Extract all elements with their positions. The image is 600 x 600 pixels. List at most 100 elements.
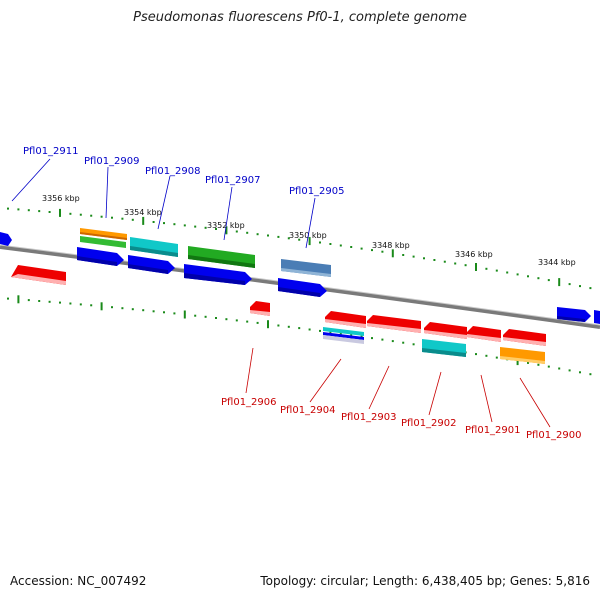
scale-tick-minor — [204, 315, 207, 318]
scale-tick-major — [17, 295, 20, 304]
scale-tick-major — [475, 263, 477, 271]
gene-label-2902[interactable]: Pfl01_2902 — [401, 418, 457, 429]
scale-tick-minor — [433, 259, 436, 261]
scale-ticks-bottom — [7, 295, 592, 376]
scale-tick-minor — [79, 213, 82, 216]
scale-tick-minor — [131, 308, 134, 311]
feature-cyan-2902[interactable] — [422, 339, 466, 357]
scale-tick-minor — [256, 233, 259, 236]
scale-tick-minor — [371, 249, 373, 252]
scale-tick-minor — [412, 255, 415, 258]
gene-label-2900[interactable]: Pfl01_2900 — [526, 430, 582, 441]
kbp-label: 3354 kbp — [124, 208, 162, 217]
scale-tick-minor — [131, 218, 134, 221]
scale-tick-major — [225, 226, 228, 235]
scale-tick-minor — [298, 327, 301, 330]
gene-label-2908[interactable]: Pfl01_2908 — [145, 166, 201, 177]
scale-tick-minor — [277, 324, 280, 327]
scale-tick-minor — [402, 254, 405, 256]
scale-tick-minor — [246, 320, 249, 323]
scale-tick-minor — [163, 222, 165, 225]
scale-tick-minor — [7, 207, 9, 210]
gene-label-2904[interactable]: Pfl01_2904 — [280, 405, 336, 416]
feature-red-2900[interactable] — [503, 329, 546, 346]
scale-tick-minor — [495, 269, 498, 272]
feature-blue-2905b[interactable] — [278, 278, 327, 297]
scale-tick-minor — [319, 329, 321, 332]
scale-tick-minor — [391, 340, 394, 343]
scale-tick-minor — [454, 262, 457, 265]
gene-label-2903[interactable]: Pfl01_2903 — [341, 412, 397, 423]
scale-tick-minor — [527, 361, 529, 364]
feature-red-2901[interactable] — [467, 326, 501, 342]
scale-tick-minor — [475, 353, 477, 356]
scale-tick-minor — [537, 363, 540, 366]
scale-tick-major — [558, 278, 561, 287]
scale-tick-minor — [568, 283, 571, 286]
feature-cyan-2908[interactable] — [130, 237, 178, 257]
scale-ticks-top — [7, 207, 592, 290]
scale-tick-minor — [79, 303, 82, 306]
scale-tick-minor — [90, 214, 93, 217]
kbp-label: 3348 kbp — [372, 241, 410, 250]
gene-label-2901[interactable]: Pfl01_2901 — [465, 425, 521, 436]
scale-tick-minor — [256, 321, 259, 324]
scale-tick-minor — [215, 228, 217, 230]
feature-red-left[interactable] — [11, 265, 66, 285]
feature-grey-2904[interactable] — [323, 335, 364, 344]
scale-tick-minor — [163, 311, 165, 314]
scale-tick-minor — [38, 210, 41, 213]
scale-tick-minor — [537, 277, 540, 280]
scale-tick-minor — [381, 250, 384, 253]
scale-tick-minor — [464, 264, 467, 267]
scale-tick-minor — [308, 328, 311, 331]
scale-tick-major — [267, 320, 269, 329]
gene-label-2911[interactable]: Pfl01_2911 — [23, 146, 79, 157]
scale-tick-minor — [7, 297, 9, 300]
scale-tick-minor — [329, 243, 332, 245]
accession-text: Accession: NC_007492 — [10, 574, 147, 588]
summary-text: Topology: circular; Length: 6,438,405 bp… — [260, 574, 590, 588]
feature-steel-2905[interactable] — [281, 259, 331, 277]
feature-blue-right-b[interactable] — [594, 310, 600, 324]
feature-blue-left-edge[interactable] — [0, 232, 12, 246]
feature-blue-2904[interactable] — [323, 332, 364, 340]
scale-tick-minor — [558, 367, 561, 370]
gene-label-2907[interactable]: Pfl01_2907 — [205, 175, 261, 186]
scale-tick-minor — [38, 300, 41, 302]
scale-tick-minor — [589, 373, 592, 376]
feature-red-2906[interactable] — [250, 301, 270, 316]
feature-green-2907[interactable] — [188, 246, 255, 268]
feature-blue-2907b[interactable] — [184, 264, 252, 285]
feature-green-2909[interactable] — [80, 236, 126, 248]
feature-red-2902[interactable] — [424, 322, 467, 339]
gene-label-2906[interactable]: Pfl01_2906 — [221, 397, 277, 408]
gene-label-2905[interactable]: Pfl01_2905 — [289, 186, 345, 197]
feature-cyan-2904[interactable] — [323, 327, 364, 336]
scale-tick-minor — [547, 279, 550, 282]
scale-tick-minor — [277, 235, 280, 238]
feature-orange-2900[interactable] — [500, 347, 545, 364]
scale-tick-minor — [246, 231, 249, 234]
scale-tick-minor — [547, 365, 550, 368]
scale-tick-minor — [194, 225, 197, 228]
scale-tick-minor — [443, 260, 446, 263]
feature-red-2903[interactable] — [367, 315, 421, 333]
scale-tick-minor — [183, 224, 186, 227]
scale-tick-minor — [152, 221, 155, 223]
scale-tick-major — [391, 249, 394, 258]
scale-tick-minor — [111, 216, 113, 219]
feature-blue-right-a[interactable] — [557, 307, 591, 322]
scale-tick-minor — [142, 309, 145, 312]
feature-orange-2909[interactable] — [80, 228, 127, 240]
scale-tick-minor — [339, 332, 342, 335]
feature-blue-2909[interactable] — [77, 247, 124, 266]
scale-tick-minor — [350, 246, 353, 248]
feature-blue-2908b[interactable] — [128, 255, 175, 274]
scale-tick-major — [59, 208, 61, 217]
gene-label-2909[interactable]: Pfl01_2909 — [84, 156, 140, 167]
feature-red-2904[interactable] — [325, 311, 366, 328]
scale-tick-minor — [69, 302, 72, 305]
scale-tick-minor — [173, 312, 176, 315]
